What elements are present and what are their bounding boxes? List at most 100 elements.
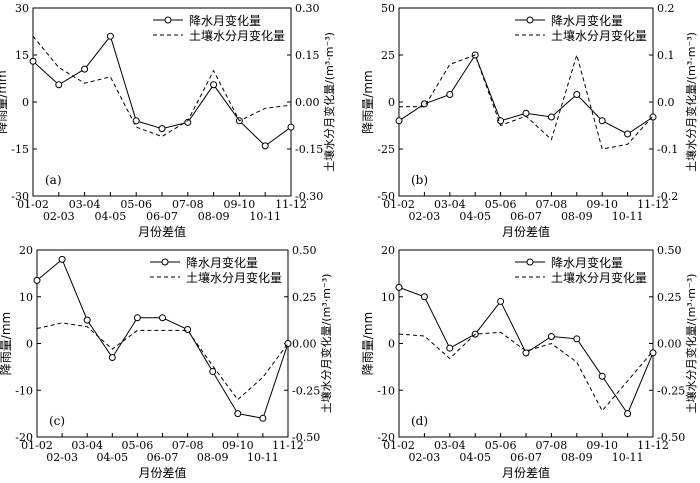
y2-tick-label: 0.0 [657,96,675,109]
x-tick-label: 07-08 [536,439,568,452]
x-tick-label: 07-08 [536,198,568,211]
x-axis-title: 月份差值 [138,465,186,480]
x-tick-label: 11-12 [637,439,669,452]
x-tick-label: 08-09 [561,210,593,223]
legend-label-precip: 降水月变化量 [551,13,623,28]
x-tick-label: 06-07 [147,451,179,464]
x-tick-label: 11-12 [272,439,304,452]
x-tick-label: 10-11 [249,210,281,223]
y2-tick-label: -0.25 [657,384,685,397]
x-tick-label: 10-11 [612,451,644,464]
y-tick-label: 0 [26,338,33,351]
y2-tick-label: -0.2 [657,190,678,203]
x-tick-label: 07-08 [172,439,204,452]
precipitation-point [81,65,89,73]
x-tick-label: 02-03 [46,451,78,464]
x-tick-label: 08-09 [561,451,593,464]
panel-label: (d) [411,414,428,428]
x-tick-label: 09-10 [586,439,618,452]
x-axis-title: 月份差值 [138,224,186,239]
precipitation-point [132,117,140,125]
chart-panel-4: 01-0202-0303-0404-0505-0606-0707-0808-09… [361,244,698,480]
x-tick-label: 01-02 [383,439,415,452]
y-tick-label: -20 [15,431,33,444]
legend-label-soil: 土壤水分月变化量 [551,28,647,43]
precipitation-point [547,113,555,121]
chart-panel-1: 01-0202-0303-0404-0505-0606-0707-0808-09… [0,2,336,239]
x-tick-label: 04-05 [459,210,491,223]
soil-moisture-series [32,35,292,138]
x-tick-label: 09-10 [222,439,254,452]
x-tick-label: 05-06 [485,198,517,211]
precipitation-point [624,410,632,418]
chart-panel-3: 01-0202-0303-0404-0505-0606-0707-0808-09… [0,244,333,480]
x-axis-title: 月份差值 [502,465,550,480]
y2-axis-title: 土壤水分月变化量/(m³·m⁻³) [684,32,698,172]
y2-tick-label: -0.25 [292,384,320,397]
precipitation-point [29,57,37,65]
x-axis-title: 月份差值 [502,224,550,239]
x-tick-label: 03-04 [69,198,101,211]
legend-label-precip: 降水月变化量 [551,255,623,270]
precipitation-point [446,90,454,98]
y-tick-label: 0 [22,96,29,109]
precipitation-point [522,109,530,117]
y-tick-label: 20 [381,244,395,257]
x-tick-label: 05-06 [122,439,154,452]
y-tick-label: 30 [15,2,29,15]
chart-panel-2: 01-0202-0303-0404-0505-0606-0707-0808-09… [361,2,698,239]
y-tick-label: -15 [11,143,29,156]
precipitation-point [209,368,217,376]
precipitation-point [106,32,114,40]
legend-marker-precip [164,16,172,24]
x-tick-label: 07-08 [172,198,204,211]
y2-tick-label: 0.00 [292,338,317,351]
precipitation-point [420,100,428,108]
x-tick-label: 10-11 [612,210,644,223]
precipitation-point [287,123,295,131]
y2-tick-label: 0.30 [295,2,320,15]
y-tick-label: 15 [15,49,29,62]
panel-label: (a) [45,173,62,187]
precipitation-point [573,335,581,343]
x-tick-label: 02-03 [409,210,441,223]
y-tick-label: -30 [11,190,29,203]
y2-tick-label: 0.1 [657,49,675,62]
soil-moisture-series [36,322,289,401]
y-axis-title: 降雨量/mm [361,70,375,133]
legend-marker-precip [526,16,534,24]
precipitation-point [259,414,267,422]
panel-label: (c) [49,414,65,428]
y2-tick-label: 0.00 [295,96,320,109]
soil-moisture-series [399,53,654,150]
x-tick-label: 06-07 [146,210,178,223]
precipitation-point [395,283,403,291]
precipitation-point [55,81,63,89]
x-tick-label: 03-04 [71,439,103,452]
y2-tick-label: 0.50 [292,244,317,257]
y-tick-label: 10 [381,291,395,304]
precipitation-point [58,255,66,263]
precipitation-point [497,297,505,305]
x-tick-label: 03-04 [434,439,466,452]
precipitation-point [184,325,192,333]
precipitation-point [598,117,606,125]
y2-tick-label: 0.25 [657,291,682,304]
x-tick-label: 01-02 [21,439,53,452]
precipitation-point [547,332,555,340]
precipitation-point [598,372,606,380]
precipitation-point [522,349,530,357]
x-tick-label: 02-03 [409,451,441,464]
y-tick-label: -50 [377,190,395,203]
y2-tick-label: -0.30 [295,190,323,203]
x-tick-label: 11-12 [637,198,669,211]
y-tick-label: 50 [381,2,395,15]
precipitation-point [261,142,269,150]
soil-moisture-series [398,331,654,412]
precipitation-point [649,113,657,121]
x-tick-label: 10-11 [247,451,279,464]
legend-label-soil: 土壤水分月变化量 [551,270,647,285]
y2-tick-label: 0.15 [295,49,320,62]
precipitation-point [83,316,91,324]
